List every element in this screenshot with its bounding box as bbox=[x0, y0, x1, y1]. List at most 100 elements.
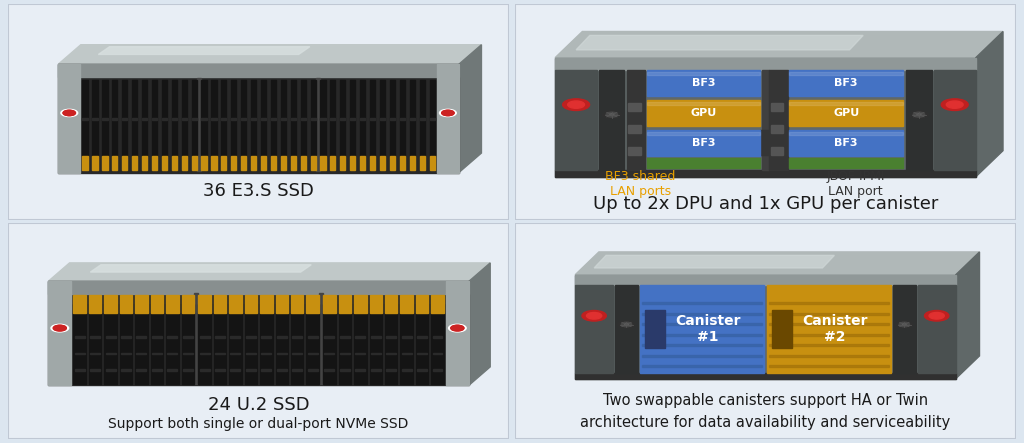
Bar bbox=[642, 313, 762, 315]
Polygon shape bbox=[577, 35, 863, 50]
Circle shape bbox=[441, 110, 454, 116]
Bar bbox=[191, 80, 197, 155]
Bar bbox=[420, 155, 425, 170]
Bar bbox=[401, 336, 412, 338]
Bar bbox=[306, 295, 318, 313]
Circle shape bbox=[582, 311, 606, 321]
Bar bbox=[199, 304, 211, 384]
Bar bbox=[58, 64, 459, 172]
Bar bbox=[211, 80, 216, 155]
Bar bbox=[104, 295, 117, 313]
Bar bbox=[276, 369, 287, 370]
Bar bbox=[906, 70, 932, 170]
Circle shape bbox=[899, 322, 909, 327]
Bar bbox=[321, 155, 326, 170]
Bar bbox=[152, 353, 162, 354]
Bar bbox=[400, 304, 413, 384]
Bar bbox=[647, 130, 760, 155]
Circle shape bbox=[622, 322, 632, 327]
Bar bbox=[432, 369, 442, 370]
Bar bbox=[270, 155, 276, 170]
Bar bbox=[629, 124, 641, 133]
Bar bbox=[386, 353, 396, 354]
Text: BF3: BF3 bbox=[835, 78, 858, 88]
Bar bbox=[172, 118, 177, 120]
Bar bbox=[934, 70, 976, 170]
Bar bbox=[102, 155, 108, 170]
Bar bbox=[390, 80, 395, 155]
Bar bbox=[105, 369, 116, 370]
Bar bbox=[893, 285, 915, 373]
Bar bbox=[642, 323, 762, 325]
Bar bbox=[429, 118, 435, 120]
Bar bbox=[200, 336, 210, 338]
Bar bbox=[167, 369, 177, 370]
Bar bbox=[354, 304, 367, 384]
Bar bbox=[82, 80, 88, 155]
Bar bbox=[202, 80, 207, 155]
Bar bbox=[445, 281, 469, 385]
Bar bbox=[82, 118, 88, 120]
Bar bbox=[261, 369, 271, 370]
Bar bbox=[647, 132, 760, 135]
Bar bbox=[640, 285, 764, 373]
Text: architecture for data availability and serviceability: architecture for data availability and s… bbox=[581, 415, 950, 430]
Bar bbox=[270, 118, 276, 120]
Bar bbox=[221, 155, 226, 170]
Bar bbox=[48, 281, 469, 294]
Bar bbox=[191, 118, 197, 120]
Bar bbox=[762, 70, 769, 170]
Bar bbox=[246, 353, 256, 354]
Bar bbox=[390, 118, 395, 120]
Bar bbox=[401, 353, 412, 354]
Bar bbox=[370, 295, 382, 313]
Bar bbox=[113, 118, 118, 120]
Bar bbox=[199, 295, 211, 313]
Bar bbox=[370, 80, 375, 155]
Bar bbox=[121, 336, 131, 338]
Text: JBOF IPMI
LAN port: JBOF IPMI LAN port bbox=[826, 171, 885, 198]
Circle shape bbox=[913, 112, 925, 117]
Bar bbox=[58, 64, 459, 77]
Bar bbox=[307, 353, 317, 354]
Bar bbox=[360, 155, 366, 170]
Bar bbox=[555, 58, 976, 70]
Bar bbox=[771, 124, 783, 133]
Bar bbox=[340, 118, 345, 120]
Bar bbox=[350, 155, 355, 170]
Bar bbox=[642, 344, 762, 346]
Bar bbox=[167, 336, 177, 338]
Circle shape bbox=[60, 109, 78, 117]
Bar bbox=[260, 304, 272, 384]
Bar bbox=[380, 155, 385, 170]
Bar bbox=[260, 295, 272, 313]
Bar bbox=[627, 70, 645, 170]
Text: BF3 shared
LAN ports: BF3 shared LAN ports bbox=[605, 171, 676, 198]
Bar bbox=[113, 80, 118, 155]
Bar bbox=[769, 313, 889, 315]
Bar bbox=[642, 334, 762, 336]
Bar bbox=[339, 295, 351, 313]
Bar bbox=[276, 336, 287, 338]
Bar bbox=[769, 355, 889, 357]
Bar bbox=[132, 80, 137, 155]
Text: Canister
#2: Canister #2 bbox=[802, 314, 867, 344]
Bar bbox=[769, 344, 889, 346]
Polygon shape bbox=[594, 255, 835, 268]
Circle shape bbox=[918, 114, 921, 116]
Circle shape bbox=[51, 324, 69, 332]
Bar bbox=[790, 130, 903, 155]
Bar bbox=[215, 336, 225, 338]
Bar bbox=[241, 80, 247, 155]
Bar bbox=[760, 130, 771, 155]
Bar bbox=[122, 155, 127, 170]
Text: BF3: BF3 bbox=[692, 78, 716, 88]
Bar bbox=[291, 118, 296, 120]
Bar bbox=[90, 353, 100, 354]
Bar bbox=[429, 80, 435, 155]
Bar bbox=[432, 336, 442, 338]
Bar bbox=[355, 336, 366, 338]
Bar bbox=[281, 80, 286, 155]
Bar bbox=[647, 72, 760, 75]
Bar bbox=[194, 293, 199, 384]
